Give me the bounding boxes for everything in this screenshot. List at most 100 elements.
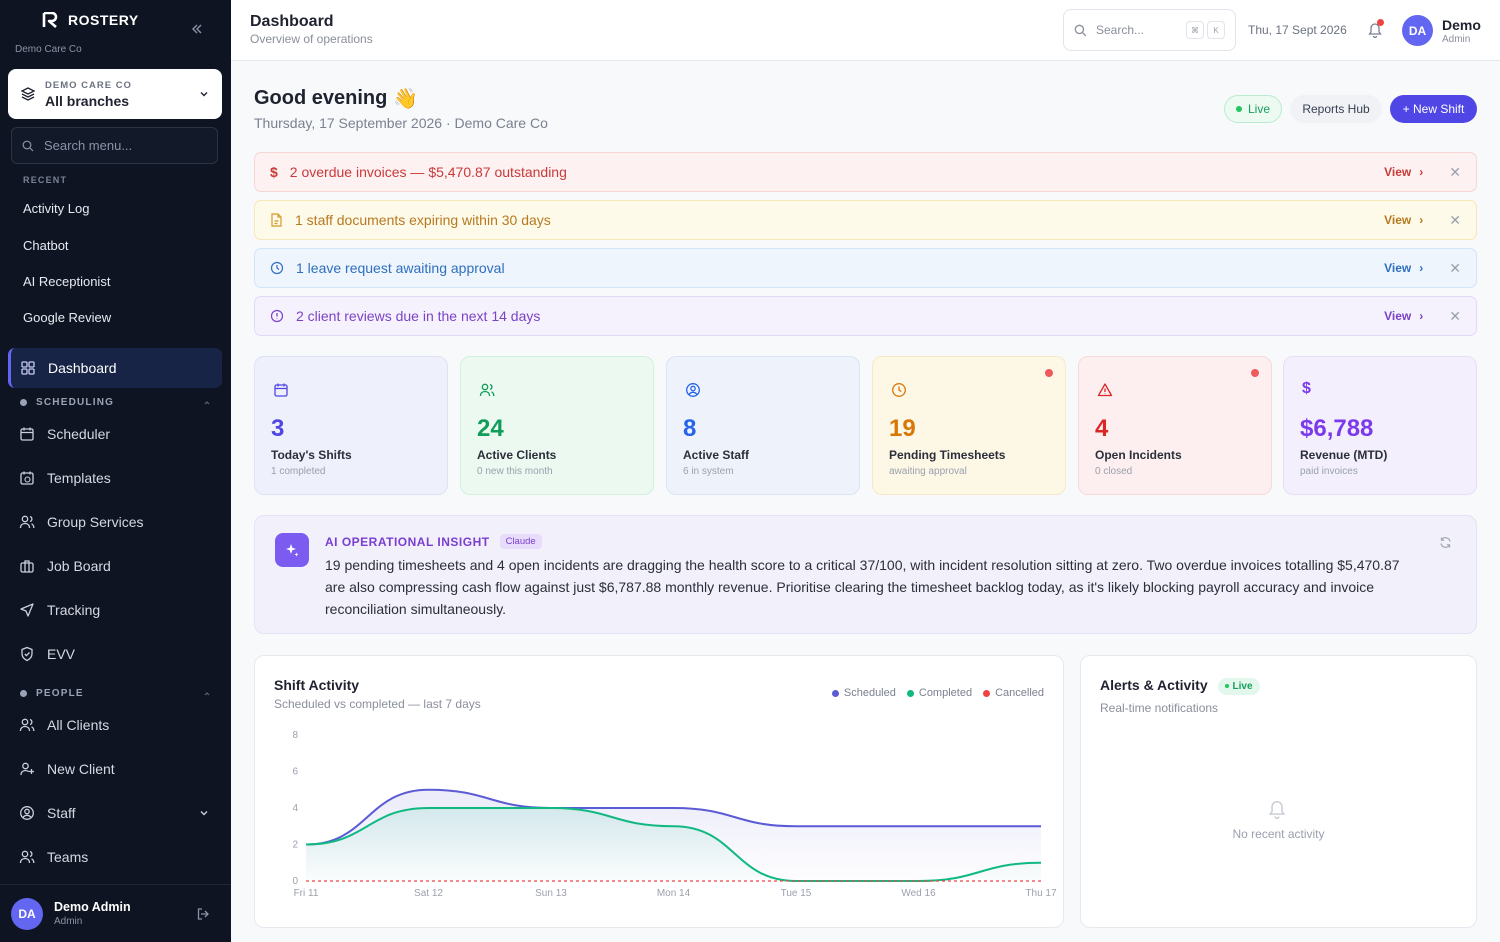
nav-all-clients[interactable]: All Clients (8, 705, 222, 745)
sidebar-user[interactable]: DA Demo Admin Admin (0, 884, 231, 942)
nav-new-client-label: New Client (47, 761, 115, 777)
new-shift-button[interactable]: + New Shift (1390, 95, 1477, 123)
stat-value: 3 (271, 415, 285, 442)
alert-client-reviews[interactable]: 2 client reviews due in the next 14 days… (254, 296, 1477, 336)
app-logo[interactable]: ROSTERY (42, 12, 139, 28)
stat-card-active-staff[interactable]: 8 Active Staff 6 in system (666, 356, 860, 495)
users-icon (479, 382, 495, 398)
alert-leave-request[interactable]: 1 leave request awaiting approval View › … (254, 248, 1477, 288)
alerts-activity-title: Alerts & Activity (1100, 677, 1208, 693)
nav-evv[interactable]: EVV (8, 634, 222, 674)
legend-item[interactable]: Cancelled (983, 687, 1044, 699)
recent-item-ai-receptionist[interactable]: AI Receptionist (23, 274, 111, 289)
collapse-sidebar-icon[interactable] (190, 22, 204, 36)
nav-dashboard[interactable]: Dashboard (8, 348, 222, 388)
stat-sub: paid invoices (1300, 466, 1358, 477)
chevron-up-icon (202, 689, 212, 699)
group-dot (20, 399, 27, 406)
y-tick-label: 4 (292, 803, 298, 814)
dollar-icon: $ (270, 164, 278, 180)
nav-tracking[interactable]: Tracking (8, 590, 222, 630)
people-group-header[interactable]: PEOPLE (20, 688, 212, 699)
refresh-icon[interactable] (1439, 536, 1452, 549)
clock-icon (891, 382, 907, 398)
logout-icon[interactable] (196, 907, 210, 921)
menu-search-placeholder: Search menu... (44, 138, 133, 153)
avatar[interactable]: DA (1402, 15, 1433, 46)
shift-activity-subtitle: Scheduled vs completed — last 7 days (274, 697, 481, 711)
stat-card-todays-shifts[interactable]: 3 Today's Shifts 1 completed (254, 356, 448, 495)
topbar-user[interactable]: Demo Admin (1442, 17, 1481, 45)
greeting-title: Good evening 👋 (254, 86, 418, 111)
user-circle-icon (685, 382, 701, 398)
recent-item-google-review[interactable]: Google Review (23, 310, 112, 325)
calendar-icon (19, 426, 35, 442)
current-date: Thu, 17 Sept 2026 (1248, 23, 1347, 37)
clock-icon (270, 261, 284, 275)
sidebar: ROSTERY Demo Care Co DEMO CARE CO All br… (0, 0, 231, 942)
user-circle-icon (19, 805, 35, 821)
alert-view-link[interactable]: View › (1384, 165, 1423, 179)
global-search-input[interactable]: Search... ⌘ K (1063, 9, 1236, 51)
chevron-right-icon: › (1419, 309, 1424, 323)
nav-templates[interactable]: Templates (8, 458, 222, 498)
nav-group-services[interactable]: Group Services (8, 502, 222, 542)
stat-value: $6,788 (1300, 415, 1374, 442)
branch-selector[interactable]: DEMO CARE CO All branches (8, 69, 222, 119)
view-label: View (1384, 309, 1412, 323)
user-plus-icon (19, 761, 35, 777)
attention-dot (1251, 369, 1259, 377)
dollar-icon: $ (1302, 380, 1311, 397)
alert-text: 2 overdue invoices — $5,470.87 outstandi… (289, 164, 567, 180)
notifications-bell-icon[interactable] (1367, 19, 1384, 38)
stat-value: 24 (477, 415, 504, 442)
view-label: View (1384, 213, 1412, 227)
close-icon[interactable]: ✕ (1449, 163, 1461, 180)
stat-card-open-incidents[interactable]: 4 Open Incidents 0 closed (1078, 356, 1272, 495)
stat-card-revenue[interactable]: $ $6,788 Revenue (MTD) paid invoices (1283, 356, 1477, 495)
stat-sub: 1 completed (271, 466, 326, 477)
close-icon[interactable]: ✕ (1449, 211, 1461, 228)
bell-icon (1267, 798, 1287, 819)
alert-view-link[interactable]: View › (1384, 213, 1423, 227)
scheduling-group-header[interactable]: SCHEDULING (20, 397, 212, 408)
legend-swatch (906, 689, 914, 697)
close-icon[interactable]: ✕ (1449, 259, 1461, 276)
layers-icon (20, 86, 36, 102)
stat-label: Pending Timesheets (889, 448, 1006, 462)
users-icon (19, 514, 35, 530)
alert-view-link[interactable]: View › (1384, 309, 1423, 323)
nav-new-client[interactable]: New Client (8, 749, 222, 789)
reports-hub-button[interactable]: Reports Hub (1290, 95, 1382, 123)
app-name: ROSTERY (68, 12, 139, 28)
user-role: Admin (54, 916, 83, 927)
recent-item-activity-log[interactable]: Activity Log (23, 201, 90, 216)
alerts-activity-subtitle: Real-time notifications (1100, 701, 1219, 715)
greeting-subtitle: Thursday, 17 September 2026 · Demo Care … (254, 115, 548, 131)
greeting-text: Good evening (254, 87, 388, 109)
nav-staff[interactable]: Staff (8, 793, 222, 833)
insight-header: AI OPERATIONAL INSIGHT Claude (325, 534, 542, 549)
alert-view-link[interactable]: View › (1384, 261, 1423, 275)
ai-insight-panel: AI OPERATIONAL INSIGHT Claude 19 pending… (254, 515, 1477, 634)
recent-item-chatbot[interactable]: Chatbot (23, 238, 69, 253)
nav-job-board[interactable]: Job Board (8, 546, 222, 586)
legend-item[interactable]: Scheduled (831, 687, 896, 699)
stat-card-pending-timesheets[interactable]: 19 Pending Timesheets awaiting approval (872, 356, 1066, 495)
menu-search-input[interactable]: Search menu... (11, 127, 218, 164)
stat-card-active-clients[interactable]: 24 Active Clients 0 new this month (460, 356, 654, 495)
alert-overdue-invoices[interactable]: $ 2 overdue invoices — $5,470.87 outstan… (254, 152, 1477, 192)
live-status-button[interactable]: Live (1224, 95, 1282, 123)
nav-group-services-label: Group Services (47, 514, 144, 530)
shield-check-icon (19, 646, 35, 662)
close-icon[interactable]: ✕ (1449, 307, 1461, 324)
recent-section-label: RECENT (23, 175, 68, 185)
y-tick-label: 6 (292, 767, 298, 778)
nav-scheduler-label: Scheduler (47, 426, 111, 442)
y-tick-label: 8 (292, 730, 298, 741)
legend-item[interactable]: Completed (906, 687, 972, 699)
nav-teams[interactable]: Teams (8, 837, 222, 877)
kbd-k: K (1207, 21, 1225, 39)
nav-scheduler[interactable]: Scheduler (8, 414, 222, 454)
alert-documents-expiring[interactable]: 1 staff documents expiring within 30 day… (254, 200, 1477, 240)
